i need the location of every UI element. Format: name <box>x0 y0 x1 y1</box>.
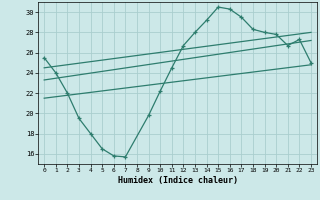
X-axis label: Humidex (Indice chaleur): Humidex (Indice chaleur) <box>118 176 238 185</box>
